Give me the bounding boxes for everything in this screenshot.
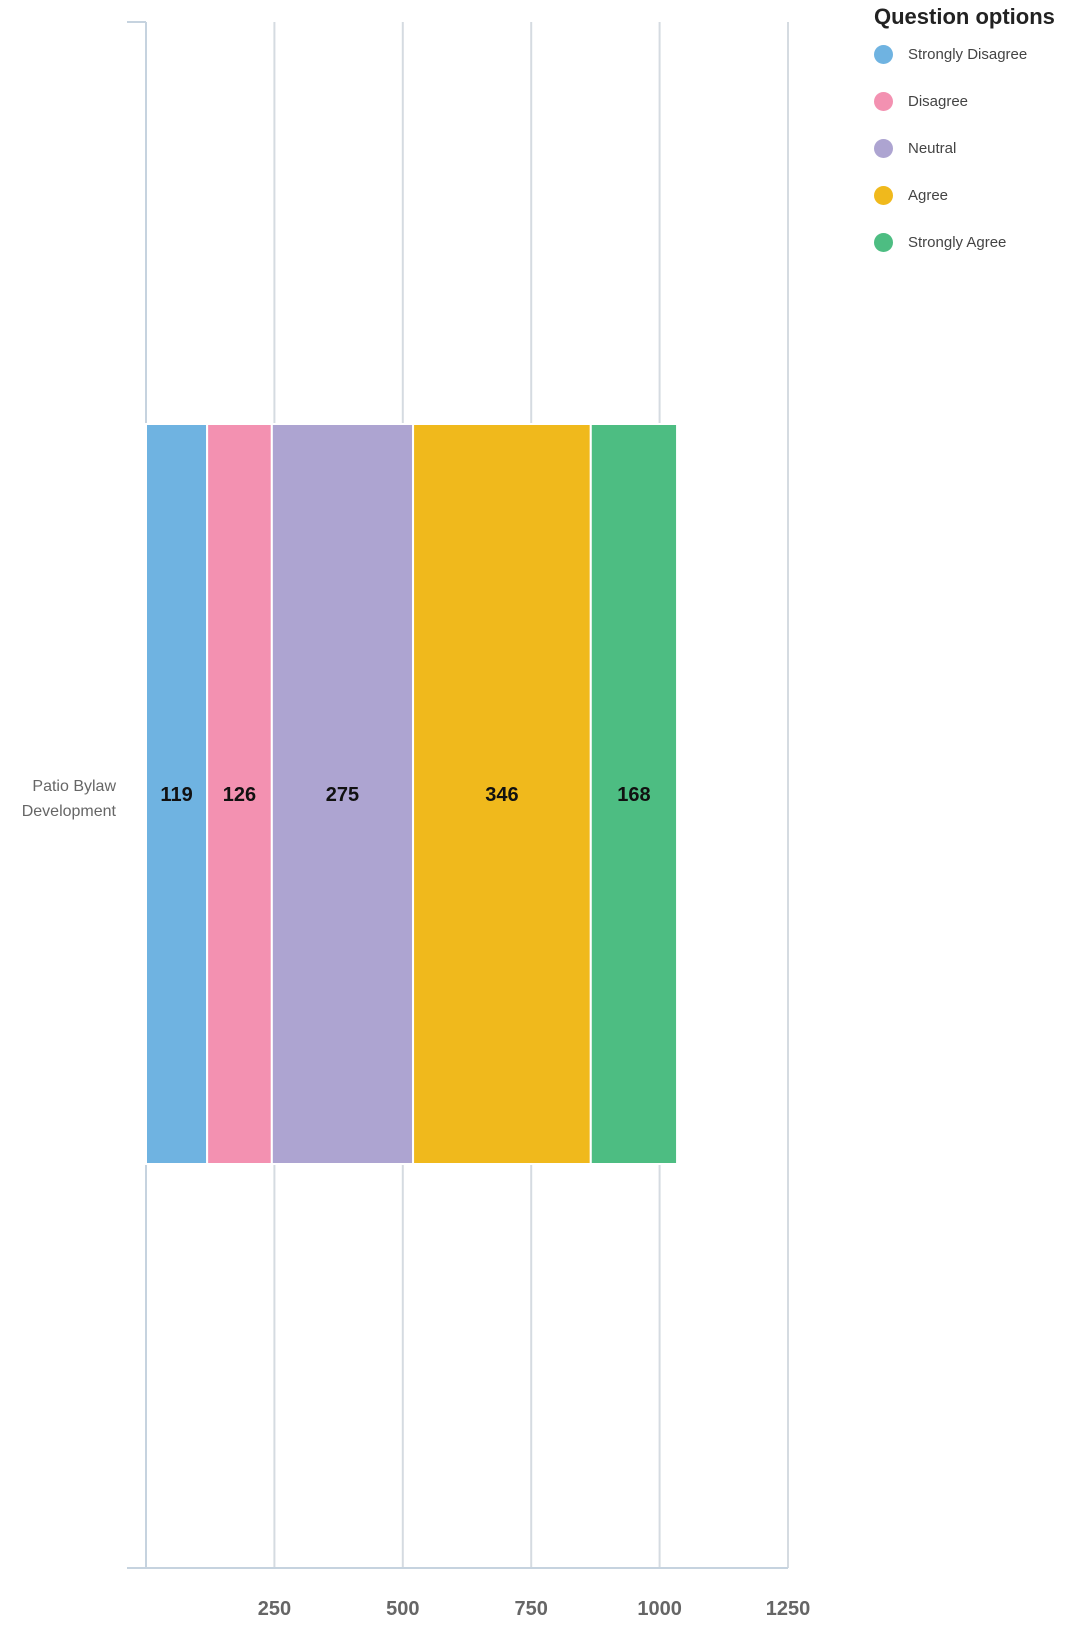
legend-swatch-disagree: [874, 91, 893, 111]
x-tick-label-500: 500: [386, 1598, 419, 1620]
data-label-strongly-agree: 168: [617, 784, 650, 806]
legend-label-agree: Agree: [908, 186, 949, 204]
legend-item-strongly-agree[interactable]: Strongly Agree: [874, 232, 1085, 252]
legend-swatch-strongly-agree: [874, 232, 893, 252]
legend-item-disagree[interactable]: Disagree: [874, 91, 1085, 111]
y-category-labels: Patio Bylaw Development: [22, 778, 117, 820]
data-label-agree: 346: [485, 784, 518, 806]
x-tick-label-1250: 1250: [766, 1598, 811, 1620]
bar-segment-disagree[interactable]: [206, 423, 273, 1165]
legend-title: Question options: [874, 4, 1055, 29]
legend-item-strongly-disagree[interactable]: Strongly Disagree: [874, 44, 1085, 64]
legend-label-strongly-agree: Strongly Agree: [908, 233, 1007, 251]
x-tick-label-750: 750: [515, 1598, 548, 1620]
legend-item-agree[interactable]: Agree: [874, 185, 1085, 205]
bar-segment-strongly-agree[interactable]: [589, 423, 679, 1165]
legend-label-disagree: Disagree: [908, 92, 969, 110]
data-label-strongly-disagree: 119: [160, 784, 192, 806]
legend-label-strongly-disagree: Strongly Disagree: [908, 45, 1028, 63]
category-label-0: Patio Bylaw Development: [22, 778, 117, 820]
legend-swatch-agree: [874, 185, 893, 205]
legend-item-neutral[interactable]: Neutral: [874, 138, 1085, 158]
chart: 119 126 275 346 168 250 500 750 1000 1250 Patio …: [22, 21, 811, 1620]
data-labels: 119 126 275 346 168: [160, 784, 650, 806]
x-tick-labels: 250 500 750 1000 1250: [258, 1598, 811, 1620]
x-tick-label-1000: 1000: [637, 1598, 682, 1620]
legend-label-neutral: Neutral: [908, 139, 957, 157]
data-label-disagree: 126: [223, 784, 256, 806]
bar-stack: [145, 423, 679, 1165]
legend-swatch-strongly-disagree: [874, 44, 893, 64]
data-label-neutral: 275: [326, 784, 359, 806]
legend-swatch-neutral: [874, 138, 893, 158]
legend-items: Strongly Disagree Disagree Neutral Agree Str…: [874, 44, 1085, 252]
legend: Question options Strongly Disagree Disagr…: [874, 4, 1085, 279]
x-tick-label-250: 250: [258, 1598, 291, 1620]
bar-segment-neutral[interactable]: [270, 423, 415, 1165]
bar-segment-strongly-disagree[interactable]: [145, 423, 209, 1165]
